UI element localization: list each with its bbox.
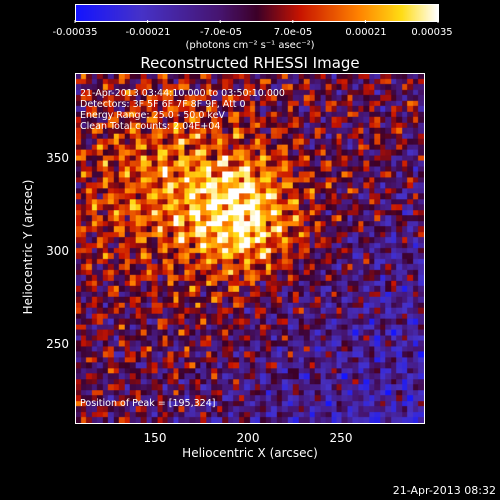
colorbar-tick-label: -0.00021 <box>125 27 171 38</box>
info-peak: Position of Peak = [195,324] <box>80 398 216 409</box>
info-time: 21-Apr-2013 03:44:10.000 to 03:50:10.000 <box>80 88 285 99</box>
x-axis-label: Heliocentric X (arcsec) <box>182 446 318 460</box>
x-tick-label: 250 <box>329 431 353 445</box>
info-energy: Energy Range: 25.0 - 50.0 keV <box>80 110 225 121</box>
info-clean: Clean Total counts: 2.04E+04 <box>80 121 221 132</box>
x-tick-label: 150 <box>143 431 167 445</box>
y-axis-label: Heliocentric Y (arcsec) <box>21 179 35 315</box>
plot-title: Reconstructed RHESSI Image <box>140 54 360 72</box>
y-tick-label: 300 <box>46 244 69 258</box>
colorbar-units: (photons cm⁻² s⁻¹ asec⁻²) <box>185 40 315 51</box>
rhessi-image <box>76 74 424 423</box>
timestamp: 21-Apr-2013 08:32 <box>392 484 496 497</box>
info-detectors: Detectors: 3F 5F 6F 7F 8F 9F, Att 0 <box>80 99 246 110</box>
y-tick-label: 350 <box>46 151 69 165</box>
x-tick-label: 200 <box>236 431 260 445</box>
y-tick-label: 250 <box>46 337 69 351</box>
colorbar-gradient <box>75 4 439 22</box>
colorbar-tick-label: -7.0e-05 <box>200 27 242 38</box>
rhessi-image-panel: 21-Apr-2013 03:44:10.000 to 03:50:10.000… <box>75 73 425 424</box>
colorbar-tick-label: 7.0e-05 <box>273 27 313 38</box>
colorbar-tick-label: 0.00035 <box>411 27 453 38</box>
colorbar-tick-label: 0.00021 <box>345 27 387 38</box>
colorbar-tick-label: -0.00035 <box>52 27 98 38</box>
